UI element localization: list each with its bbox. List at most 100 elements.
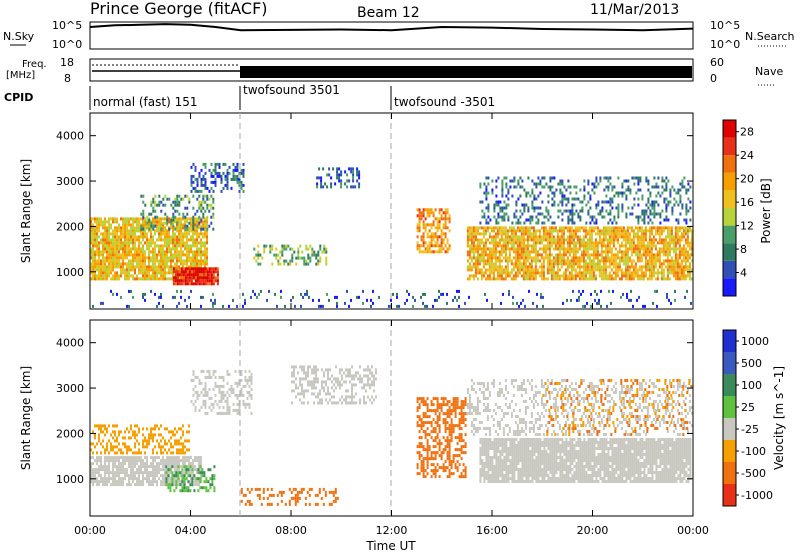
power-cell [182,232,184,236]
power-ylabel: Slant Range [km] [19,159,33,263]
power-cell [616,262,619,266]
power-cell [160,292,162,296]
power-cell [626,262,629,266]
power-cell [564,253,567,257]
velocity-cell [138,477,140,481]
power-cell [485,194,488,198]
power-cell [126,262,128,266]
velocity-cell [134,456,136,460]
power-cell [134,220,136,224]
power-cell [480,256,483,260]
power-cell [446,211,449,215]
power-cell [176,265,178,269]
power-cell [102,271,104,275]
power-cell [164,256,166,260]
power-cell [190,235,192,239]
power-cell [116,241,118,245]
power-cell [653,212,656,216]
power-cell [301,250,304,254]
power-cell [194,165,197,169]
power-cell [108,226,110,230]
power-cell [202,174,205,178]
power-cell [540,247,543,251]
velocity-cell [180,427,182,431]
power-cell [154,209,157,213]
power-cell [406,298,408,302]
power-cell [110,271,112,275]
power-cell [164,259,166,263]
power-cell [208,203,211,207]
power-cell [418,250,421,254]
power-cell [530,265,533,269]
power-cell [110,238,112,242]
power-cell [640,235,643,239]
power-cell [200,256,202,260]
power-cell [604,277,607,281]
power-cell [194,244,196,248]
power-cell [336,176,339,180]
power-cell [683,218,686,222]
power-cell [154,253,156,257]
power-cell [618,262,621,266]
power-cell [356,179,359,183]
velocity-cell [102,477,104,481]
power-cell [432,211,435,215]
power-cell [566,229,569,233]
power-cell [576,238,579,242]
velocity-cell [168,448,170,452]
power-cell [313,250,316,254]
power-cell [138,268,140,272]
power-cell [578,238,581,242]
power-cell [114,256,116,260]
power-cell [204,232,206,236]
power-cell [628,235,631,239]
power-cell [104,247,106,251]
power-cell [472,238,475,242]
power-cell [138,265,140,269]
power-cell [666,256,669,260]
power-cell [172,259,174,263]
power-cell [657,191,660,195]
power-cell [210,203,213,207]
power-cell [126,241,128,245]
velocity-cell [170,430,172,434]
power-cell [176,200,179,204]
power-cell [140,277,142,281]
power-cell [478,268,481,272]
power-cell [136,259,138,263]
power-cell [420,211,423,215]
power-cell [685,188,688,192]
power-cell [508,289,510,293]
power-cell [637,188,640,192]
power-cell [478,241,481,245]
velocity-cell [138,456,140,460]
power-cell [604,262,607,266]
power-cell [194,273,197,277]
velocity-cell [100,456,102,460]
power-cell [548,235,551,239]
velocity-cell [132,433,134,437]
power-cell [326,292,328,296]
power-cell [136,256,138,260]
power-cell [178,212,181,216]
power-cell [263,244,266,248]
power-cell [138,241,140,245]
power-cell [672,274,675,278]
velocity-cell [182,451,184,455]
power-cell [592,277,595,281]
power-cell [434,217,437,221]
power-cell [184,282,187,286]
power-cell [578,235,581,239]
power-cell [202,235,204,239]
power-cell [554,238,557,242]
power-cell [150,224,153,228]
power-cell [502,277,505,281]
power-cell [188,267,191,271]
power-cell [106,244,108,248]
power-cell [484,244,487,248]
power-cell [665,176,668,180]
velocity-cell [171,477,174,481]
velocity-cell [138,451,140,455]
power-cell [634,271,637,275]
velocity-cell [122,451,124,455]
